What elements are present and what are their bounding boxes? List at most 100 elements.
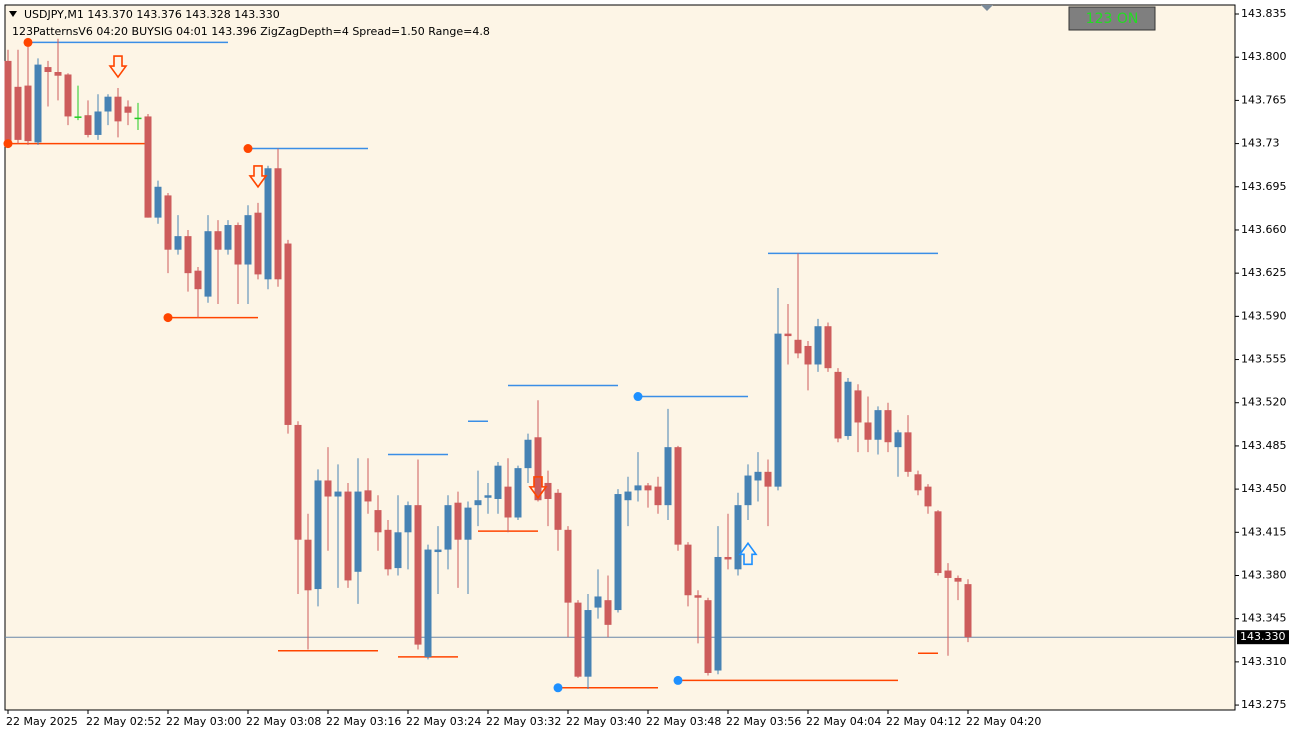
pivot-dot bbox=[23, 37, 33, 47]
candle-body bbox=[274, 168, 282, 280]
candle-body bbox=[44, 67, 52, 73]
y-tick-label: 143.275 bbox=[1241, 698, 1287, 711]
candle-body bbox=[34, 64, 42, 143]
candle-body bbox=[734, 505, 742, 570]
menu-triangle bbox=[9, 11, 17, 17]
on-button[interactable]: 123 ON bbox=[1068, 6, 1156, 31]
candle-body bbox=[194, 270, 202, 290]
candle-body bbox=[284, 243, 292, 425]
candle-body bbox=[54, 72, 62, 76]
y-tick-label: 143.695 bbox=[1241, 180, 1287, 193]
pivot-dot bbox=[243, 144, 253, 154]
candle-body bbox=[884, 410, 892, 443]
candle-body bbox=[504, 486, 512, 518]
x-tick-label: 22 May 03:08 bbox=[246, 715, 321, 728]
candle-body bbox=[124, 106, 132, 113]
candle-body bbox=[254, 212, 262, 275]
y-tick-label: 143.625 bbox=[1241, 266, 1287, 279]
current-price-label: 143.330 bbox=[1240, 630, 1286, 643]
candle-body bbox=[954, 577, 962, 582]
shift-marker bbox=[981, 5, 993, 11]
signal-arrow bbox=[248, 165, 268, 189]
candle-body bbox=[374, 510, 382, 533]
button-box[interactable] bbox=[1068, 6, 1156, 31]
candle-body bbox=[24, 85, 32, 142]
y-tick-label: 143.520 bbox=[1241, 396, 1287, 409]
y-tick-label: 143.450 bbox=[1241, 482, 1287, 495]
candle-body bbox=[304, 539, 312, 591]
candle-body bbox=[624, 491, 632, 501]
candle-body bbox=[164, 195, 172, 250]
candle-body bbox=[804, 345, 812, 365]
candle-body bbox=[114, 96, 122, 122]
candle-body bbox=[674, 447, 682, 545]
candle-body bbox=[364, 490, 372, 502]
candle-body bbox=[314, 480, 322, 590]
candle-body bbox=[14, 86, 22, 140]
candle-body bbox=[484, 495, 492, 498]
candle-body bbox=[154, 186, 162, 218]
candle-body bbox=[534, 437, 542, 501]
candle-body bbox=[474, 500, 482, 506]
candle-body bbox=[944, 570, 952, 578]
candle-body bbox=[184, 236, 192, 274]
candle-body bbox=[74, 116, 82, 118]
candle-body bbox=[144, 116, 152, 218]
pivot-dot bbox=[633, 392, 643, 402]
candle-body bbox=[664, 447, 672, 506]
x-tick-label: 22 May 04:04 bbox=[806, 715, 881, 728]
candle-body bbox=[844, 381, 852, 437]
candle-body bbox=[904, 432, 912, 472]
candle-body bbox=[764, 471, 772, 487]
y-tick-label: 143.800 bbox=[1241, 50, 1287, 63]
candle-body bbox=[294, 424, 302, 540]
candle-body bbox=[574, 602, 582, 677]
y-tick-label: 143.73 bbox=[1241, 137, 1280, 150]
y-tick-label: 143.415 bbox=[1241, 525, 1287, 538]
button-label[interactable]: 123 ON bbox=[1086, 11, 1139, 27]
x-tick-label: 22 May 03:32 bbox=[486, 715, 561, 728]
candle-body bbox=[204, 231, 212, 297]
candle-body bbox=[964, 584, 972, 638]
candle-body bbox=[334, 491, 342, 497]
candle-body bbox=[434, 549, 442, 553]
y-tick-label: 143.345 bbox=[1241, 612, 1287, 625]
candle-body bbox=[784, 333, 792, 337]
candle-body bbox=[134, 117, 142, 120]
candle-body bbox=[84, 115, 92, 135]
candle-body bbox=[914, 474, 922, 491]
candle-body bbox=[794, 339, 802, 354]
x-tick-label: 22 May 2025 bbox=[6, 715, 78, 728]
candle-body bbox=[654, 486, 662, 506]
candle-body bbox=[714, 556, 722, 671]
signal-arrow bbox=[108, 55, 128, 79]
candle-body bbox=[104, 96, 112, 112]
candle-body bbox=[324, 480, 332, 497]
candle-body bbox=[724, 556, 732, 560]
symbol-header: USDJPY,M1 143.370 143.376 143.328 143.33… bbox=[24, 8, 280, 21]
x-tick-label: 22 May 04:20 bbox=[966, 715, 1041, 728]
candle-body bbox=[524, 439, 532, 469]
candle-body bbox=[94, 111, 102, 135]
indicator-text: 123PatternsV6 04:20 BUYSIG 04:01 143.396… bbox=[12, 25, 490, 38]
x-tick-label: 22 May 03:40 bbox=[566, 715, 641, 728]
candle-body bbox=[394, 532, 402, 569]
candle-body bbox=[564, 529, 572, 603]
candle-body bbox=[584, 610, 592, 677]
candle-body bbox=[694, 595, 702, 598]
candle-body bbox=[344, 491, 352, 581]
candle-body bbox=[934, 511, 942, 574]
y-tick-label: 143.485 bbox=[1241, 439, 1287, 452]
candle-body bbox=[644, 485, 652, 491]
candle-body bbox=[634, 485, 642, 491]
pivot-dot bbox=[553, 683, 563, 693]
y-tick-label: 143.765 bbox=[1241, 93, 1287, 106]
candle-body bbox=[404, 505, 412, 533]
pivot-dot bbox=[673, 675, 683, 685]
pivot-dot bbox=[3, 139, 13, 149]
candle-body bbox=[924, 486, 932, 507]
candle-body bbox=[684, 544, 692, 596]
candle-body bbox=[754, 471, 762, 481]
candle-body bbox=[64, 74, 72, 117]
